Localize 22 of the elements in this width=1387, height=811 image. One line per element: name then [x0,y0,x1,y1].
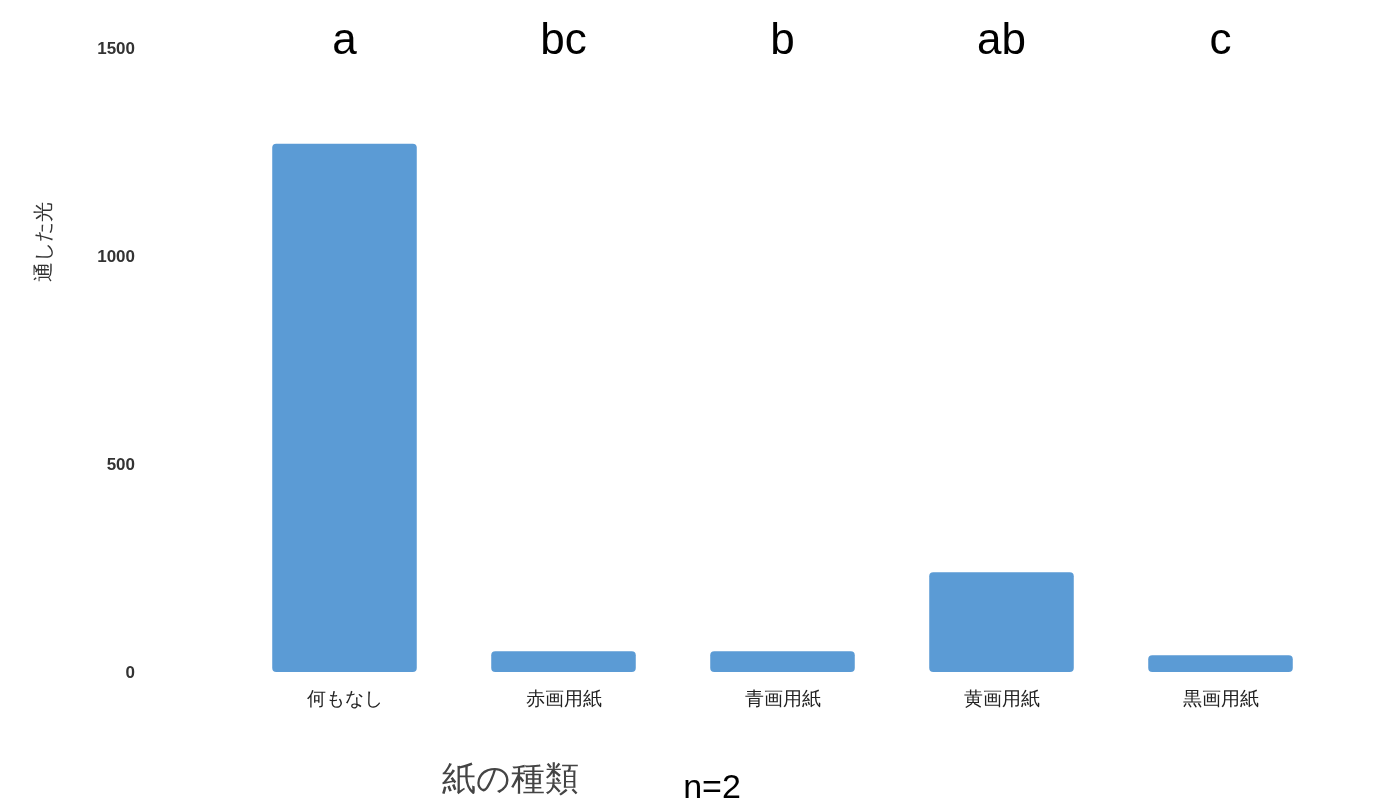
y-tick-label: 0 [125,663,135,682]
annotation: b [770,14,795,63]
y-tick-label: 1000 [97,247,135,266]
x-tick-label: 何もなし [306,688,383,709]
bar [272,143,417,672]
annotation: a [332,14,358,63]
annotation: bc [540,14,587,63]
bar [929,572,1074,672]
y-axis-title: 通した光 [32,202,54,282]
annotation: ab [977,14,1026,63]
x-tick-label: 青画用紙 [744,688,821,709]
y-tick-label: 1500 [97,39,135,58]
bar [491,651,636,672]
y-tick-label: 500 [106,455,135,474]
text: n=2 [683,767,741,805]
bar [1148,655,1293,672]
x-axis-title: 紙の種類 [441,759,579,797]
x-tick-label: 赤画用紙 [525,688,602,709]
x-tick-label: 黄画用紙 [963,688,1040,709]
bar [710,651,855,672]
x-tick-label: 黒画用紙 [1182,688,1259,709]
annotation: c [1209,14,1232,63]
